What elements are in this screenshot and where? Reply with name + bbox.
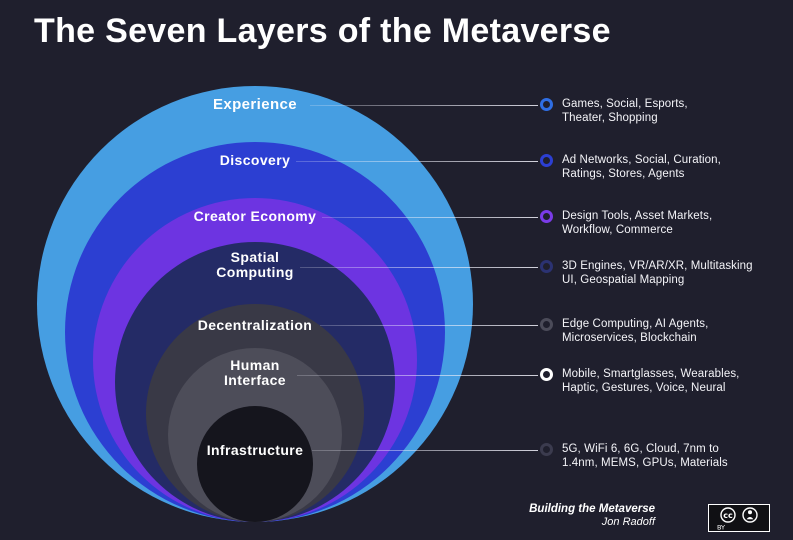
layer-ring-icon	[540, 368, 553, 381]
connector-line-human-interface	[297, 375, 538, 376]
connector-line-creator-economy	[322, 217, 538, 218]
legend-text: 3D Engines, VR/AR/XR, Multitasking UI, G…	[562, 260, 753, 286]
layer-label-discovery: Discovery	[219, 152, 291, 168]
legend-item-spatial-computing: 3D Engines, VR/AR/XR, Multitasking UI, G…	[540, 259, 793, 287]
page-title: The Seven Layers of the Metaverse	[34, 12, 611, 50]
credit: Building the Metaverse Jon Radoff	[529, 502, 655, 529]
layer-label-creator-economy: Creator Economy	[193, 208, 317, 224]
cc-badge-graphic: cc BY	[708, 504, 770, 532]
connector-line-infrastructure	[312, 450, 538, 451]
connector-line-spatial-computing	[300, 267, 538, 268]
legend-text: Edge Computing, AI Agents, Microservices…	[562, 318, 709, 344]
credit-title: Building the Metaverse	[529, 503, 655, 515]
legend-text: Design Tools, Asset Markets, Workflow, C…	[562, 210, 713, 236]
svg-text:cc: cc	[723, 511, 733, 520]
layer-ring-icon	[540, 318, 553, 331]
legend-item-decentralization: Edge Computing, AI Agents, Microservices…	[540, 317, 793, 345]
cc-license-badge: cc BY	[708, 504, 770, 537]
layer-label-human-interface: Human Interface	[224, 357, 286, 388]
legend-text: Mobile, Smartglasses, Wearables, Haptic,…	[562, 368, 740, 394]
connector-line-discovery	[296, 161, 538, 162]
layer-ring-icon	[540, 260, 553, 273]
person-icon	[742, 507, 758, 523]
layer-label-infrastructure: Infrastructure	[206, 442, 304, 458]
layer-ring-icon	[540, 210, 553, 223]
circle-infrastructure	[197, 406, 313, 522]
layer-ring-icon	[540, 154, 553, 167]
legend-text: Games, Social, Esports, Theater, Shoppin…	[562, 98, 688, 124]
legend-text: 5G, WiFi 6, 6G, Cloud, 7nm to 1.4nm, MEM…	[562, 443, 728, 469]
legend-item-discovery: Ad Networks, Social, Curation, Ratings, …	[540, 153, 793, 181]
layer-ring-icon	[540, 443, 553, 456]
layer-label-decentralization: Decentralization	[197, 317, 313, 333]
legend-item-creator-economy: Design Tools, Asset Markets, Workflow, C…	[540, 209, 793, 237]
legend-item-experience: Games, Social, Esports, Theater, Shoppin…	[540, 97, 793, 125]
connector-line-experience	[310, 105, 538, 106]
connector-line-decentralization	[320, 325, 538, 326]
cc-by-label: BY	[717, 524, 725, 532]
legend-text: Ad Networks, Social, Curation, Ratings, …	[562, 154, 721, 180]
layer-label-experience: Experience	[212, 96, 298, 113]
credit-author: Jon Radoff	[601, 516, 655, 528]
layer-label-spatial-computing: Spatial Computing	[216, 249, 294, 280]
cc-icon: cc	[720, 507, 736, 523]
legend-item-infrastructure: 5G, WiFi 6, 6G, Cloud, 7nm to 1.4nm, MEM…	[540, 442, 793, 470]
legend-item-human-interface: Mobile, Smartglasses, Wearables, Haptic,…	[540, 367, 793, 395]
layer-ring-icon	[540, 98, 553, 111]
